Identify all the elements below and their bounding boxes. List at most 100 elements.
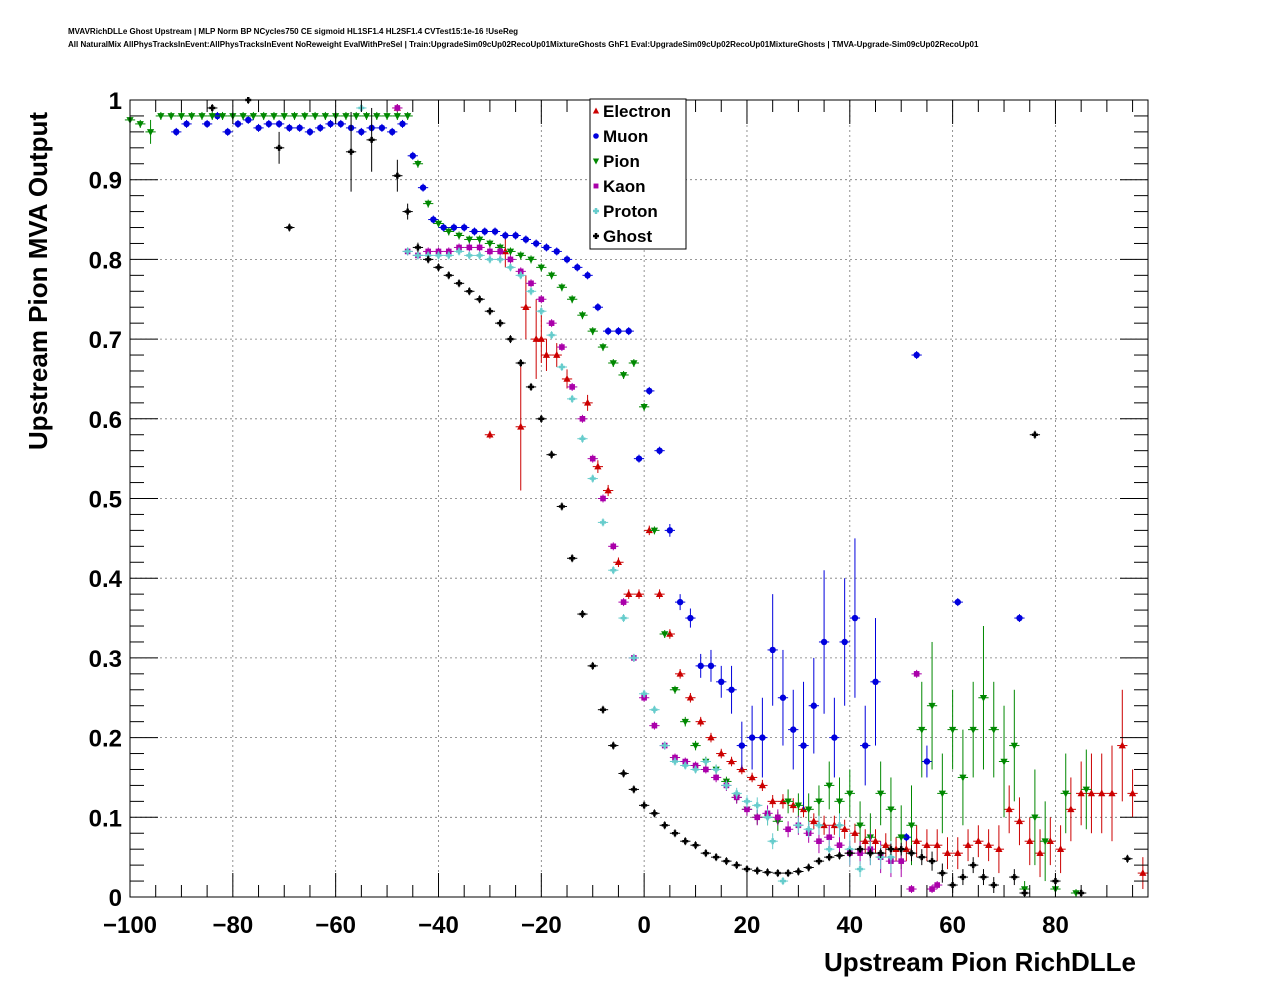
marker-muon xyxy=(183,120,190,128)
marker-pion xyxy=(794,802,802,810)
marker-muon xyxy=(820,638,828,646)
marker-pion xyxy=(592,158,600,165)
data-point-ghost xyxy=(556,502,568,511)
marker-pion xyxy=(805,806,813,814)
y-tick-label: 0.2 xyxy=(89,726,122,753)
marker-muon xyxy=(306,128,314,136)
data-point-pion xyxy=(340,111,352,120)
data-point-ghost xyxy=(546,450,557,459)
marker-kaon xyxy=(913,671,920,677)
marker-electron xyxy=(592,107,600,114)
data-point-kaon xyxy=(649,721,660,730)
data-point-electron xyxy=(1034,829,1046,878)
marker-muon xyxy=(327,120,334,128)
marker-pion xyxy=(609,360,617,368)
marker-muon xyxy=(748,734,756,741)
marker-kaon xyxy=(538,296,545,303)
data-point-electron xyxy=(716,748,727,759)
marker-electron xyxy=(943,849,952,856)
data-point-pion xyxy=(371,111,382,120)
data-point-muon xyxy=(181,119,192,128)
data-point-pion xyxy=(1009,689,1020,802)
data-point-muon xyxy=(613,327,624,336)
data-point-ghost xyxy=(345,111,357,192)
legend-label: Kaon xyxy=(603,177,646,196)
marker-muon xyxy=(440,224,447,231)
legend: Electron Muon Pion Kaon Proton Ghost xyxy=(589,98,687,250)
data-point-ghost xyxy=(803,863,814,872)
data-point-electron xyxy=(705,732,717,743)
data-point-muon xyxy=(232,119,244,128)
marker-pion xyxy=(455,232,463,240)
marker-muon xyxy=(676,598,684,606)
data-point-muon xyxy=(849,538,861,698)
marker-electron xyxy=(1067,805,1075,813)
data-point-kaon xyxy=(926,885,938,894)
data-point-electron xyxy=(993,825,1005,874)
marker-muon xyxy=(593,133,599,139)
marker-pion xyxy=(877,790,885,798)
marker-kaon xyxy=(857,850,863,856)
legend-entry-pion: Pion xyxy=(592,152,640,171)
marker-pion xyxy=(290,113,299,120)
marker-kaon xyxy=(610,543,617,550)
data-point-ghost xyxy=(669,829,681,838)
data-point-kaon xyxy=(392,103,403,112)
data-point-ghost xyxy=(639,801,650,810)
marker-electron xyxy=(902,845,910,852)
data-point-ghost xyxy=(690,841,701,850)
marker-pion xyxy=(558,284,566,292)
data-point-pion xyxy=(793,793,804,818)
data-point-muon xyxy=(387,127,398,136)
data-point-muon xyxy=(325,119,336,128)
marker-muon xyxy=(460,224,468,231)
data-point-muon xyxy=(839,578,850,706)
data-point-electron xyxy=(746,772,758,783)
data-point-ghost xyxy=(896,842,907,856)
marker-kaon xyxy=(934,882,941,888)
data-point-muon xyxy=(376,123,388,132)
data-point-proton xyxy=(495,255,506,264)
data-point-ghost xyxy=(710,853,722,862)
data-point-electron xyxy=(695,716,706,727)
marker-kaon xyxy=(836,842,843,848)
marker-electron xyxy=(861,837,869,845)
marker-pion xyxy=(383,113,391,120)
marker-pion xyxy=(342,113,350,120)
data-point-ghost xyxy=(366,107,377,172)
data-point-pion xyxy=(608,359,619,368)
marker-muon xyxy=(389,128,396,136)
legend-entry-ghost: Ghost xyxy=(593,227,652,246)
marker-electron xyxy=(1036,849,1044,856)
data-point-proton xyxy=(700,757,711,766)
data-point-muon xyxy=(469,227,480,236)
data-point-electron xyxy=(1004,785,1015,834)
marker-muon xyxy=(574,264,581,271)
marker-pion xyxy=(146,129,155,136)
marker-muon xyxy=(203,120,211,128)
data-point-proton xyxy=(525,287,537,296)
data-point-ghost xyxy=(782,869,794,878)
marker-pion xyxy=(825,782,833,790)
marker-electron xyxy=(923,841,931,848)
data-point-proton xyxy=(824,839,835,859)
data-point-pion xyxy=(659,630,670,638)
marker-muon xyxy=(800,742,807,749)
marker-muon xyxy=(543,244,550,251)
data-point-pion xyxy=(515,251,526,260)
data-point-electron xyxy=(983,829,994,862)
data-point-pion xyxy=(546,271,557,280)
marker-muon xyxy=(810,702,818,709)
marker-kaon xyxy=(497,248,503,255)
data-point-proton xyxy=(803,821,814,838)
data-point-ghost xyxy=(273,131,285,164)
marker-muon xyxy=(718,678,725,686)
data-point-pion xyxy=(649,526,660,535)
marker-pion xyxy=(445,228,453,236)
data-point-muon xyxy=(356,127,367,136)
x-tick-label: 0 xyxy=(637,912,650,939)
data-point-muon xyxy=(808,657,819,754)
marker-muon xyxy=(173,128,180,136)
marker-electron xyxy=(810,817,818,825)
marker-pion xyxy=(630,360,638,368)
